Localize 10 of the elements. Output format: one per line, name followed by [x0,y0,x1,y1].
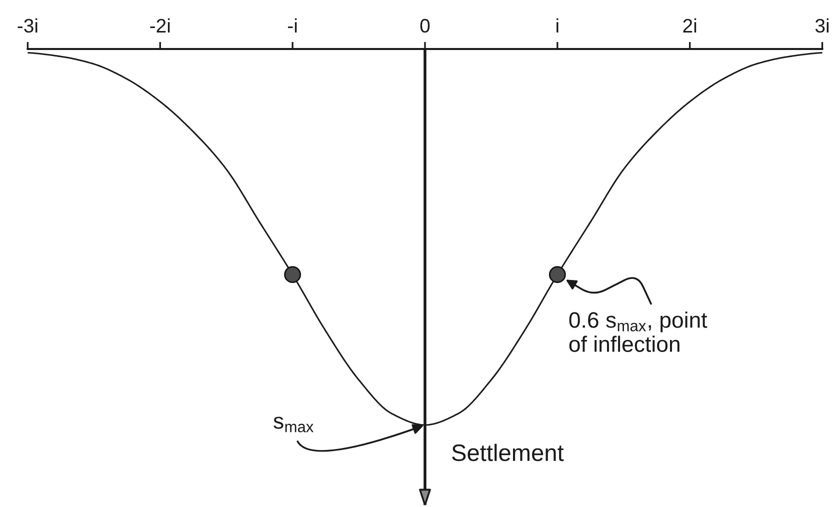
annotation: 0.6 s$_{max}$, point of inflection [569,312,708,352]
ref-line-label: Settlement [452,444,564,462]
x-tick-label: i [556,18,558,32]
x-tick-label: 3i [815,18,829,33]
x-tick-label: -3i [18,18,38,33]
x-tick-label: 2i [683,18,696,32]
x-tick-label: -i [288,18,297,32]
x-tick-label: 0 [420,18,430,33]
x-tick-label: -2i [150,18,170,32]
annotation: s$_{max}$ [274,416,314,432]
